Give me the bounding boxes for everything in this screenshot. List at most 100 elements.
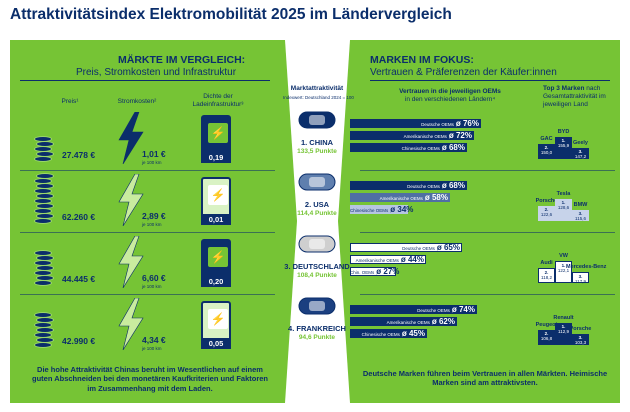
country-name: 1. CHINA <box>300 138 334 147</box>
trust-header-line2: in den verschiedenen Ländern⁴ <box>404 96 496 104</box>
podium-step: 2. 118,2 <box>538 268 555 283</box>
density-value: 0,05 <box>201 338 231 349</box>
podium-place: 2. <box>544 270 549 275</box>
col-price-header: Preis¹ <box>61 98 79 105</box>
podium-step: 3. 103,3 <box>572 334 589 345</box>
trust-bar-value: ø 65% <box>436 243 460 252</box>
podium-brand: Renault <box>553 315 574 321</box>
col-cost-header: Stromkosten² <box>117 98 157 105</box>
lightning-icon <box>118 298 144 350</box>
charging-station-icon: ⚡ <box>201 115 231 158</box>
bolt-glyph: ⚡ <box>210 312 226 326</box>
right-row-divider <box>360 232 615 233</box>
country-name: 4. FRANKREICH <box>288 324 346 333</box>
podium-score: 106,8 <box>540 336 553 342</box>
price-value: 44.445 € <box>62 274 96 284</box>
charging-station-icon: ⚡ <box>201 301 231 344</box>
podium-place: 1. <box>561 138 566 143</box>
podium-step: 1. 128,6 <box>555 199 572 221</box>
podium-score: 128,6 <box>557 205 570 211</box>
density-value: 0,19 <box>201 152 231 163</box>
trust-header: Vertrauen in die jeweiligen OEMs in den … <box>390 88 510 104</box>
coin-shape <box>34 136 52 142</box>
podium-brand: Mercedes-Benz <box>566 264 607 270</box>
price-value: 42.990 € <box>62 336 96 346</box>
right-row-divider <box>360 170 615 171</box>
energy-cost-value: 4,34 € <box>142 335 166 345</box>
podium-step: 3. 117,9 <box>572 272 589 284</box>
charger-screen <box>208 185 228 205</box>
podium-step: 3. 147,2 <box>572 148 589 159</box>
trust-bar <box>350 255 426 264</box>
bolt-glyph: ⚡ <box>210 188 226 202</box>
trust-bar-label: Chin. OEMs ø 27% <box>350 267 399 277</box>
trust-bar <box>350 305 477 314</box>
podium-place: 2. <box>544 331 549 336</box>
trust-bar-oem: Amerikanische OEMs <box>386 320 430 325</box>
page-title: Attraktivitätsindex Elektromobilität 202… <box>10 6 452 23</box>
coin-stack-icon <box>34 173 56 224</box>
top3-header-rest: nach Gesamtattraktivität im jeweiligen L… <box>543 85 606 108</box>
trust-bar-value: ø 74% <box>451 305 475 314</box>
podium-brand: GAC <box>540 136 553 142</box>
trust-bar-value: ø 68% <box>441 181 465 190</box>
podium-place: 3. <box>578 335 583 340</box>
podium-score: 122,1 <box>557 268 570 274</box>
trust-bar <box>350 119 481 128</box>
trust-bar-oem: Amerikanische OEMs <box>403 134 447 139</box>
trust-bar-label: Chinesische OEMs ø 34% <box>350 205 413 215</box>
trust-header-line1: Vertrauen in die jeweiligen OEMs <box>399 88 501 95</box>
trust-bar <box>350 317 457 326</box>
density-value: 0,20 <box>201 276 231 287</box>
bolt-glyph: ⚡ <box>210 250 226 264</box>
brands-footnote: Deutsche Marken führen beim Vertrauen in… <box>362 369 608 388</box>
energy-cost-unit: je 100 km <box>142 160 162 165</box>
attractiveness-score: 108,4 Punkte <box>297 272 337 279</box>
coin-shape <box>36 173 54 179</box>
podium-brand: Tesla <box>556 191 571 197</box>
trust-bar-oem: Amerikanische OEMs <box>355 258 399 263</box>
trust-bar-value: ø 72% <box>448 131 472 140</box>
energy-cost-unit: je 100 km <box>142 284 162 289</box>
podium-brand: Porsche <box>569 326 592 332</box>
trust-bar-value: ø 44% <box>400 255 424 264</box>
density-value: 0,01 <box>201 214 231 225</box>
trust-bar <box>350 131 474 140</box>
coin-stack-icon <box>34 135 56 162</box>
energy-cost-unit: je 100 km <box>142 346 162 351</box>
coin-shape <box>34 250 52 256</box>
podium-score: 115,6 <box>575 216 586 222</box>
col-density-header: Dichte der Ladeinfrastruktur³ <box>183 93 253 109</box>
right-row-divider <box>360 294 615 295</box>
trust-bar-oem: Chin. OEMs <box>350 270 375 275</box>
trust-bar <box>350 243 462 252</box>
trust-bar-oem: Deutsche OEMs <box>407 184 440 189</box>
trust-bar-value: ø 45% <box>401 329 425 338</box>
podium-place: 3. <box>578 274 583 279</box>
col-density-header-line1: Dichte der <box>203 93 233 100</box>
markets-footnote: Die hohe Attraktivität Chinas beruht im … <box>31 365 268 393</box>
trust-bar <box>350 143 467 152</box>
markets-underline <box>20 80 270 81</box>
charger-screen <box>208 309 228 329</box>
attractiveness-score: 114,4 Punkte <box>297 210 337 217</box>
car-icon <box>298 111 336 129</box>
trust-bar-label: Amerikanische OEMs ø 62% <box>350 317 455 327</box>
trust-bar-oem: Chinesische OEMs <box>401 146 440 151</box>
brands-subheading: Vertrauen & Präferenzen der Käufer:innen <box>370 67 557 78</box>
trust-bar <box>350 329 427 338</box>
left-row-divider <box>20 294 275 295</box>
podium-place: 2. <box>544 207 549 212</box>
trust-bar <box>350 181 467 190</box>
energy-cost-value: 6,60 € <box>142 273 166 283</box>
energy-cost-value: 1,01 € <box>142 149 166 159</box>
lightning-icon <box>118 236 144 288</box>
trust-bar <box>350 267 396 276</box>
trust-bar-label: Chinesische OEMs ø 68% <box>350 143 465 153</box>
podium-place: 3. <box>578 149 583 154</box>
markets-heading: MÄRKTE IM VERGLEICH: <box>118 54 246 66</box>
podium-brand: Peugeot <box>535 322 558 328</box>
trust-bar-value: ø 34% <box>390 205 414 214</box>
podium-place: 1. <box>561 324 566 329</box>
energy-cost-value: 2,89 € <box>142 211 166 221</box>
